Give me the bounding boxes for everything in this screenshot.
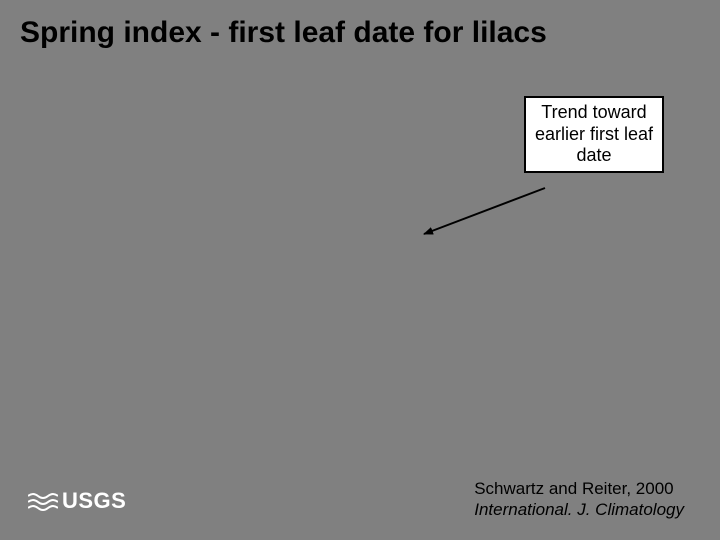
annotation-text: Trend toward earlier first leaf date [535,102,653,165]
annotation-arrow [0,0,720,540]
citation-authors: Schwartz and Reiter, 2000 [474,479,684,499]
annotation-box: Trend toward earlier first leaf date [524,96,664,173]
citation: Schwartz and Reiter, 2000 International.… [474,479,684,520]
usgs-wave-icon [28,490,58,512]
usgs-text: USGS [62,488,126,514]
slide-title: Spring index - first leaf date for lilac… [20,16,547,50]
citation-journal: International. J. Climatology [474,500,684,520]
usgs-logo: USGS [28,488,126,514]
